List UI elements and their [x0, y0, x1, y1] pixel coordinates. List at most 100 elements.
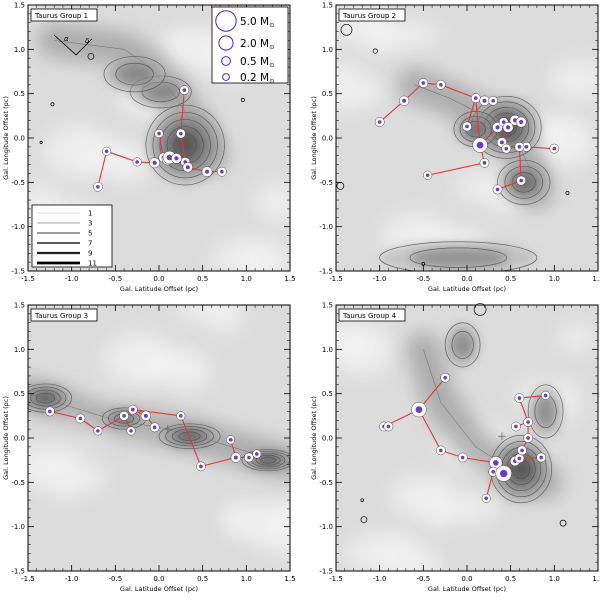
y-axis-label: Gal. Longitude Offset (pc)	[2, 396, 10, 480]
x-tick-label: 0.0	[153, 575, 164, 583]
inset-arrows	[53, 34, 93, 56]
x-tick-label: -0.5	[416, 575, 430, 583]
core-fill	[482, 98, 487, 103]
core-fill	[539, 455, 544, 460]
source-marker	[87, 53, 95, 60]
core-fill	[157, 131, 161, 136]
core-marker	[515, 116, 527, 128]
core-fill	[152, 160, 157, 165]
core-marker	[93, 426, 103, 436]
core-fill	[504, 146, 509, 151]
panel-label-text: Taurus Group 4	[342, 312, 397, 320]
core-fill	[505, 125, 511, 130]
map-light-patch	[220, 503, 257, 532]
core-marker	[423, 170, 433, 180]
mass-legend-label: 5.0 M⊙	[240, 16, 275, 29]
y-axis-label: Gal. Longitude Offset (pc)	[310, 396, 318, 480]
core-marker	[511, 421, 521, 432]
mass-legend-unit: ⊙	[269, 21, 274, 29]
core-marker	[383, 421, 394, 432]
x-tick-label: 1.0	[241, 275, 252, 283]
core-marker	[523, 417, 533, 427]
panel-4: -1.5 -1.0 -0.5 0.0 0.5 1.0 1.5 -1.5 -1.0 -0.5 0.0 0…	[310, 302, 600, 594]
panel-label-text: Taurus Group 2	[342, 12, 396, 20]
contour-legend-label: 1	[88, 210, 92, 218]
map-blob-fill	[115, 63, 154, 86]
core-marker	[176, 411, 186, 421]
core-fill	[421, 81, 426, 85]
core-fill	[495, 125, 500, 130]
map-contour	[103, 56, 166, 93]
map-light-patch	[161, 29, 198, 58]
core-fill	[220, 169, 224, 174]
core-fill	[526, 436, 530, 440]
map-contour	[444, 322, 481, 368]
x-tick-label: 1.0	[241, 575, 252, 583]
core-fill	[185, 165, 190, 170]
mass-legend-label: 0.5 M⊙	[240, 56, 275, 69]
map-light-patch	[43, 125, 116, 178]
core-fill	[386, 424, 391, 429]
core-marker	[462, 121, 472, 132]
map-contour	[158, 423, 221, 449]
core-marker	[201, 166, 213, 178]
core-fill	[402, 98, 407, 103]
x-tick-label: 0.0	[461, 575, 472, 583]
core-fill	[493, 460, 499, 466]
core-marker	[374, 117, 385, 127]
mass-legend-circle	[218, 35, 234, 51]
core-fill	[199, 464, 203, 469]
core-fill	[443, 375, 447, 380]
y-tick-label: 0.5	[322, 90, 333, 98]
axis-ticks: -1.5 -1.0 -0.5 0.0 0.5 1.0 1.5 -1.5 -1.0 -0.5 0.0 0…	[11, 2, 295, 284]
y-tick-label: 1.5	[322, 2, 333, 10]
core-marker	[472, 137, 488, 153]
core-fill	[482, 161, 487, 165]
map-light-patch	[346, 533, 407, 571]
map-blob-fill	[173, 133, 197, 157]
core-fill	[517, 396, 522, 400]
map-contour	[527, 384, 564, 439]
core-fill	[495, 187, 500, 192]
panel-label-text: Taurus Group 1	[34, 12, 88, 20]
core-fill	[438, 448, 443, 453]
core-marker	[541, 390, 551, 400]
x-tick-label: 1.5	[284, 575, 295, 583]
core-marker	[549, 143, 560, 154]
core-marker	[149, 422, 160, 433]
y-tick-label: 0.5	[14, 390, 25, 398]
panel-label: Taurus Group 2	[338, 8, 406, 22]
core-marker	[481, 493, 491, 503]
core-fill	[520, 448, 524, 453]
map-contour	[115, 62, 154, 86]
core-marker	[154, 129, 164, 139]
core-fill	[228, 437, 233, 442]
core-marker	[516, 175, 526, 186]
core-marker	[521, 142, 532, 152]
core-fill	[179, 414, 183, 418]
core-fill	[377, 120, 382, 124]
core-marker	[196, 461, 206, 472]
source-marker	[240, 97, 245, 102]
core-fill	[135, 160, 139, 164]
core-fill	[96, 429, 100, 433]
map-contour	[165, 426, 214, 447]
y-tick-label: -1.5	[11, 268, 25, 276]
density-map	[336, 5, 598, 271]
core-fill	[491, 98, 496, 103]
core-marker	[457, 452, 468, 463]
core-marker	[514, 393, 525, 403]
map-contour	[451, 330, 474, 359]
map-light-patch	[176, 305, 225, 322]
x-tick-label: 1.0	[549, 275, 560, 283]
core-fill	[104, 149, 109, 154]
core-marker	[514, 142, 525, 152]
core-marker	[440, 372, 450, 383]
core-marker	[171, 153, 182, 164]
core-fill	[48, 409, 52, 414]
x-tick-label: 0.5	[197, 275, 208, 283]
map-light-patch	[390, 476, 439, 517]
core-fill	[552, 146, 557, 151]
map-light-patch	[336, 59, 366, 112]
y-tick-label: 1.0	[322, 346, 333, 354]
